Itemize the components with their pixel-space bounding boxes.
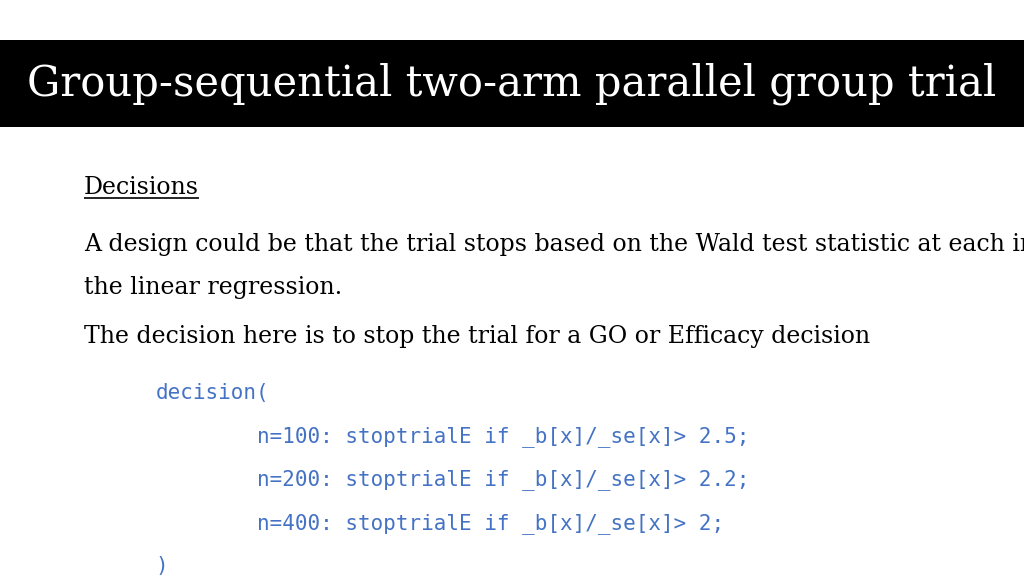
Text: n=200: stoptrialE if _b[x]/_se[x]> 2.2;: n=200: stoptrialE if _b[x]/_se[x]> 2.2; <box>156 469 749 490</box>
Text: A design could be that the trial stops based on the Wald test statistic at each : A design could be that the trial stops b… <box>84 233 1024 256</box>
Text: Group-sequential two-arm parallel group trial: Group-sequential two-arm parallel group … <box>28 62 996 105</box>
Text: The decision here is to stop the trial for a GO or Efficacy decision: The decision here is to stop the trial f… <box>84 325 870 348</box>
Text: the linear regression.: the linear regression. <box>84 276 342 300</box>
Text: n=100: stoptrialE if _b[x]/_se[x]> 2.5;: n=100: stoptrialE if _b[x]/_se[x]> 2.5; <box>156 426 749 447</box>
Text: Decisions: Decisions <box>84 176 199 199</box>
Bar <box>0 40 1024 127</box>
Text: ): ) <box>156 556 168 576</box>
Text: n=400: stoptrialE if _b[x]/_se[x]> 2;: n=400: stoptrialE if _b[x]/_se[x]> 2; <box>156 513 724 533</box>
Text: decision(: decision( <box>156 383 269 403</box>
